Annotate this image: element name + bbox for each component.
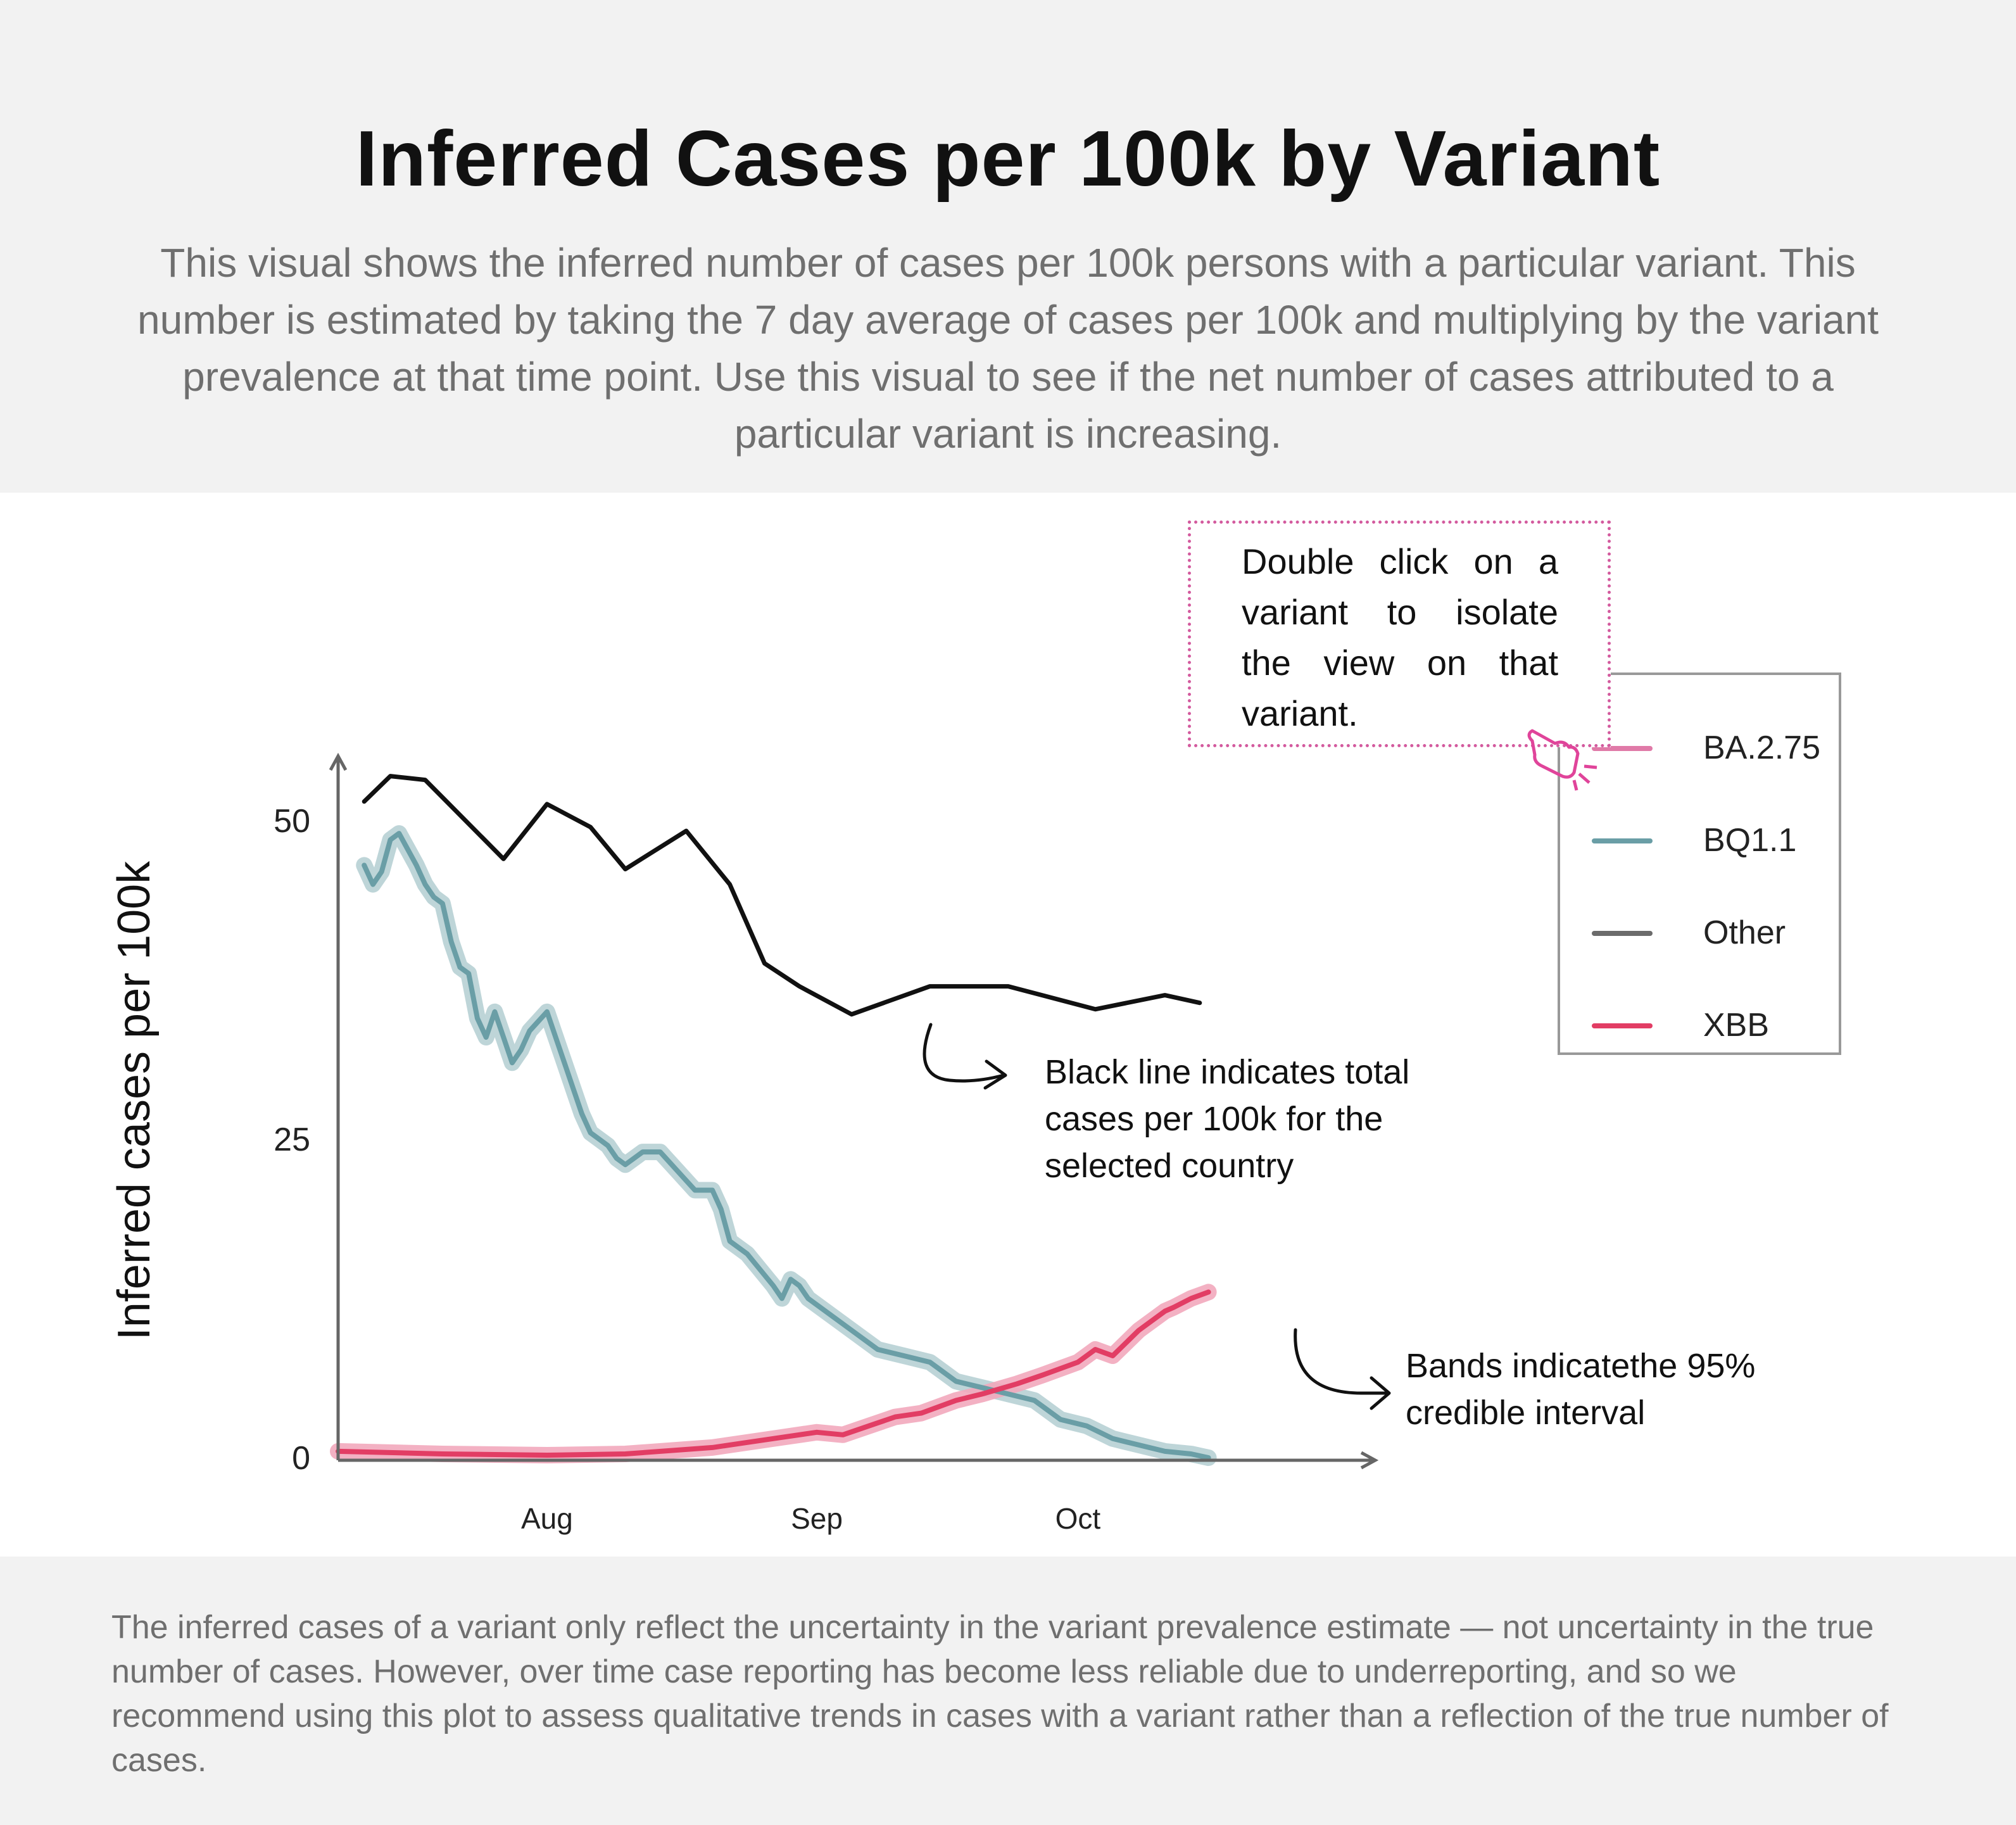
legend-item-ba275[interactable]: BA.2.75 [1592,726,1832,770]
legend-swatch-other [1592,931,1653,936]
y-axis-arrow [329,752,348,771]
y-axis-label: Inferred cases per 100k [109,861,160,1340]
chart-axes [329,752,1379,1470]
x-tick-label: Sep [791,1502,843,1535]
chart-svg: 0 25 50 Aug Sep Oct Inferred cases per 100k [109,752,1391,1535]
legend-label-ba275: BA.2.75 [1703,729,1821,766]
legend-swatch-ba275 [1592,746,1653,751]
legend-item-xbb[interactable]: XBB [1592,1003,1832,1047]
legend-swatch-xbb [1592,1023,1653,1028]
bands-annotation: Bands indicatethe 95% credible interval [1406,1347,1756,1432]
line-bq11 [362,831,1211,1460]
page-title: Inferred Cases per 100k by Variant [355,115,1661,203]
series-lines [336,774,1211,1460]
tip-text: Double click on a variant to isolate the… [1242,541,1558,733]
x-axis-arrow [1360,1451,1379,1470]
header-panel [0,0,2016,493]
pointer-hand-icon [1527,729,1597,791]
legend-item-other[interactable]: Other [1592,911,1832,955]
y-tick-label: 50 [274,803,310,840]
line-xbb [336,1289,1211,1458]
x-tick-label: Aug [521,1502,573,1535]
footer-panel [0,1557,2016,1825]
page-subtitle: This visual shows the inferred number of… [137,240,1879,457]
bands-arrowhead [1370,1376,1391,1410]
double-click-tip: Double click on a variant to isolate the… [1188,521,1611,747]
y-tick-label: 0 [292,1440,310,1477]
legend-swatch-bq11 [1592,838,1653,843]
legend-label-xbb: XBB [1703,1007,1770,1044]
bands-arrow [1294,1328,1389,1395]
black-line-annotation: Black line indicates total cases per 100… [1045,1053,1410,1185]
black-line-arrow [923,1023,1005,1083]
line-other [362,774,1202,1017]
legend-label-other: Other [1703,914,1786,951]
black-line-arrowhead [983,1059,1007,1090]
footer-note: The inferred cases of a variant only ref… [111,1609,1889,1779]
legend-label-bq11: BQ1.1 [1703,822,1797,859]
x-tick-label: Oct [1055,1502,1101,1535]
annotation-arrows [923,1023,1391,1410]
legend-item-bq11[interactable]: BQ1.1 [1592,818,1832,862]
y-tick-label: 25 [274,1121,310,1158]
tick-labels: 0 25 50 Aug Sep Oct [274,803,1100,1535]
